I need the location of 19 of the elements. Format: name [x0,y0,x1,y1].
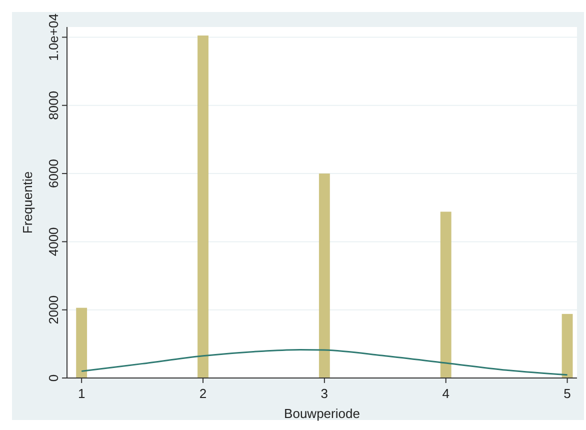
bar [198,36,208,378]
y-tick-label: 2000 [46,295,61,324]
y-tick-label: 8000 [46,90,61,120]
bar [562,314,573,378]
bar [318,174,330,378]
x-tick-label: 1 [78,386,86,401]
y-tick-label: 6000 [46,159,61,188]
y-tick-label: 1.0e+04 [46,14,61,61]
x-tick-label: 4 [442,386,450,401]
x-axis-title: Bouwperiode [284,406,360,421]
x-tick-label: 2 [199,386,207,401]
line-series [80,348,568,376]
x-tick-label: 5 [564,386,571,401]
y-tick-label: 4000 [46,227,61,256]
bar [76,308,88,378]
y-tick-label: 0 [46,374,61,382]
x-tick-label: 3 [320,386,328,401]
y-axis-title: Frequentie [20,171,35,234]
bar [440,212,452,378]
